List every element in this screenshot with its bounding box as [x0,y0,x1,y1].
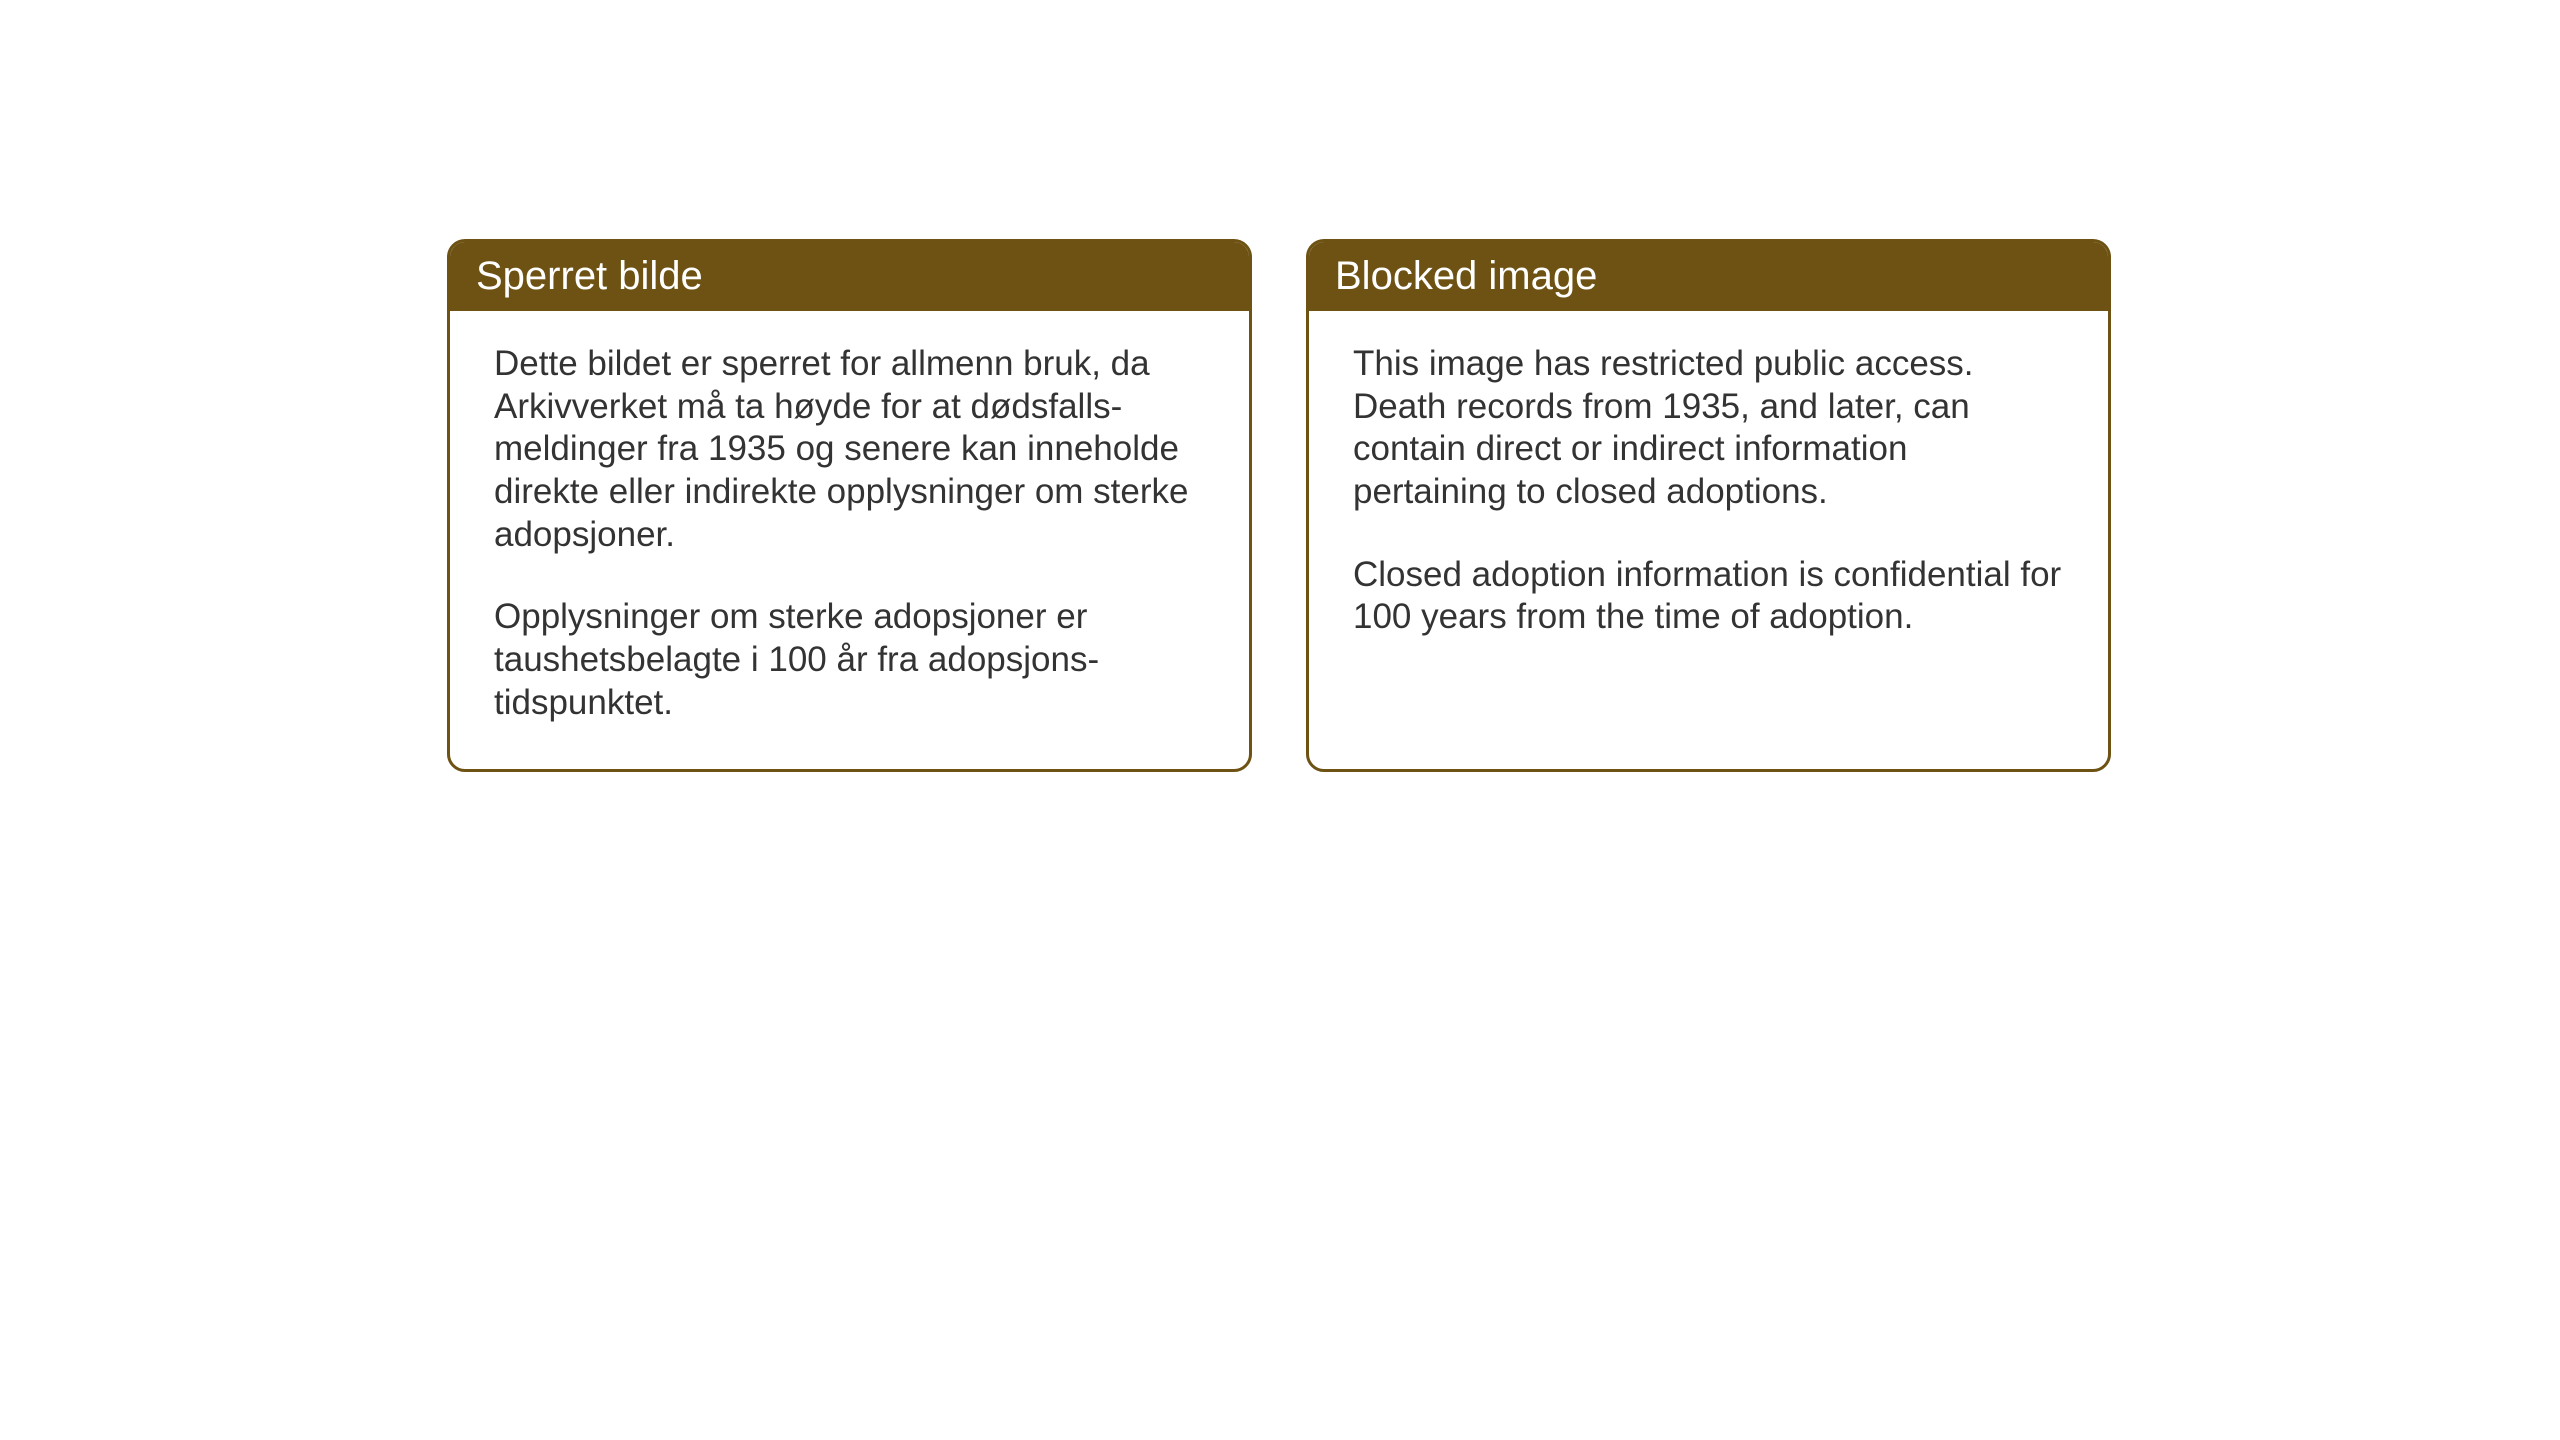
norwegian-paragraph-1: Dette bildet er sperret for allmenn bruk… [494,343,1205,556]
english-paragraph-2: Closed adoption information is confident… [1353,554,2064,639]
norwegian-paragraph-2: Opplysninger om sterke adopsjoner er tau… [494,596,1205,724]
panel-body-english: This image has restricted public access.… [1309,311,2108,683]
panel-english: Blocked image This image has restricted … [1306,239,2111,772]
panel-header-english: Blocked image [1309,242,2108,311]
panel-norwegian: Sperret bilde Dette bildet er sperret fo… [447,239,1252,772]
panels-container: Sperret bilde Dette bildet er sperret fo… [447,239,2111,772]
english-paragraph-1: This image has restricted public access.… [1353,343,2064,514]
panel-body-norwegian: Dette bildet er sperret for allmenn bruk… [450,311,1249,769]
panel-header-norwegian: Sperret bilde [450,242,1249,311]
